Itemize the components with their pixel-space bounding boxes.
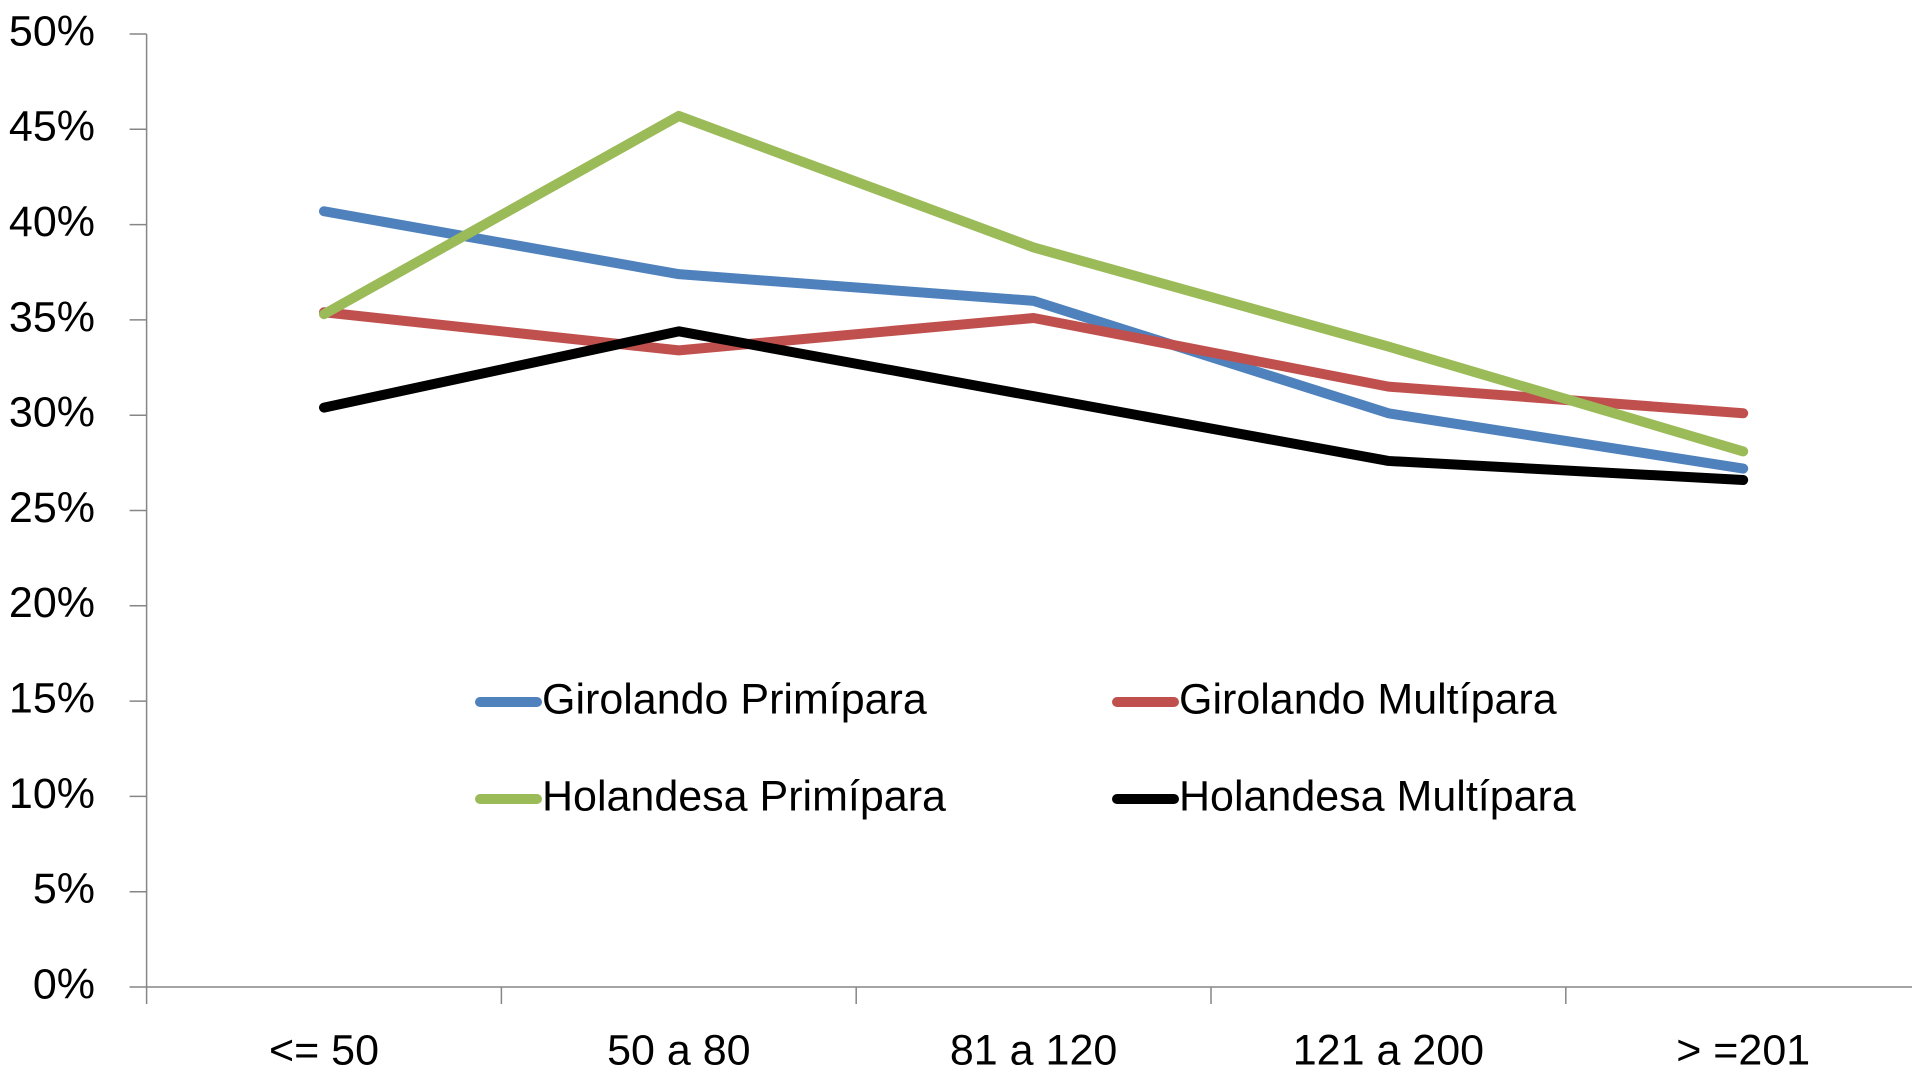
y-tick-label: 40% [9, 198, 95, 246]
y-tick-label: 5% [33, 865, 95, 913]
y-tick-label: 25% [9, 484, 95, 532]
series-line [319, 326, 1749, 486]
y-tick-label: 15% [9, 674, 95, 722]
series-line [319, 110, 1749, 457]
y-tick-label: 50% [9, 7, 95, 55]
legend-label: Holandesa Primípara [542, 772, 946, 820]
x-tick-label: 121 a 200 [1293, 1026, 1484, 1074]
x-tick-label: <= 50 [269, 1026, 379, 1074]
y-tick-label: 0% [33, 960, 95, 1008]
y-tick-label: 20% [9, 579, 95, 627]
x-tick-label: > =201 [1676, 1026, 1810, 1074]
legend-label: Girolando Primípara [542, 675, 927, 723]
legend-label: Holandesa Multípara [1179, 772, 1576, 820]
x-tick-label: 81 a 120 [950, 1026, 1117, 1074]
y-tick-label: 10% [9, 770, 95, 818]
y-tick-label: 30% [9, 389, 95, 437]
y-tick-label: 45% [9, 103, 95, 151]
y-tick-label: 35% [9, 293, 95, 341]
x-tick-label: 50 a 80 [607, 1026, 750, 1074]
series-line [319, 307, 1749, 419]
legend-label: Girolando Multípara [1179, 675, 1557, 723]
series-line [319, 206, 1749, 474]
